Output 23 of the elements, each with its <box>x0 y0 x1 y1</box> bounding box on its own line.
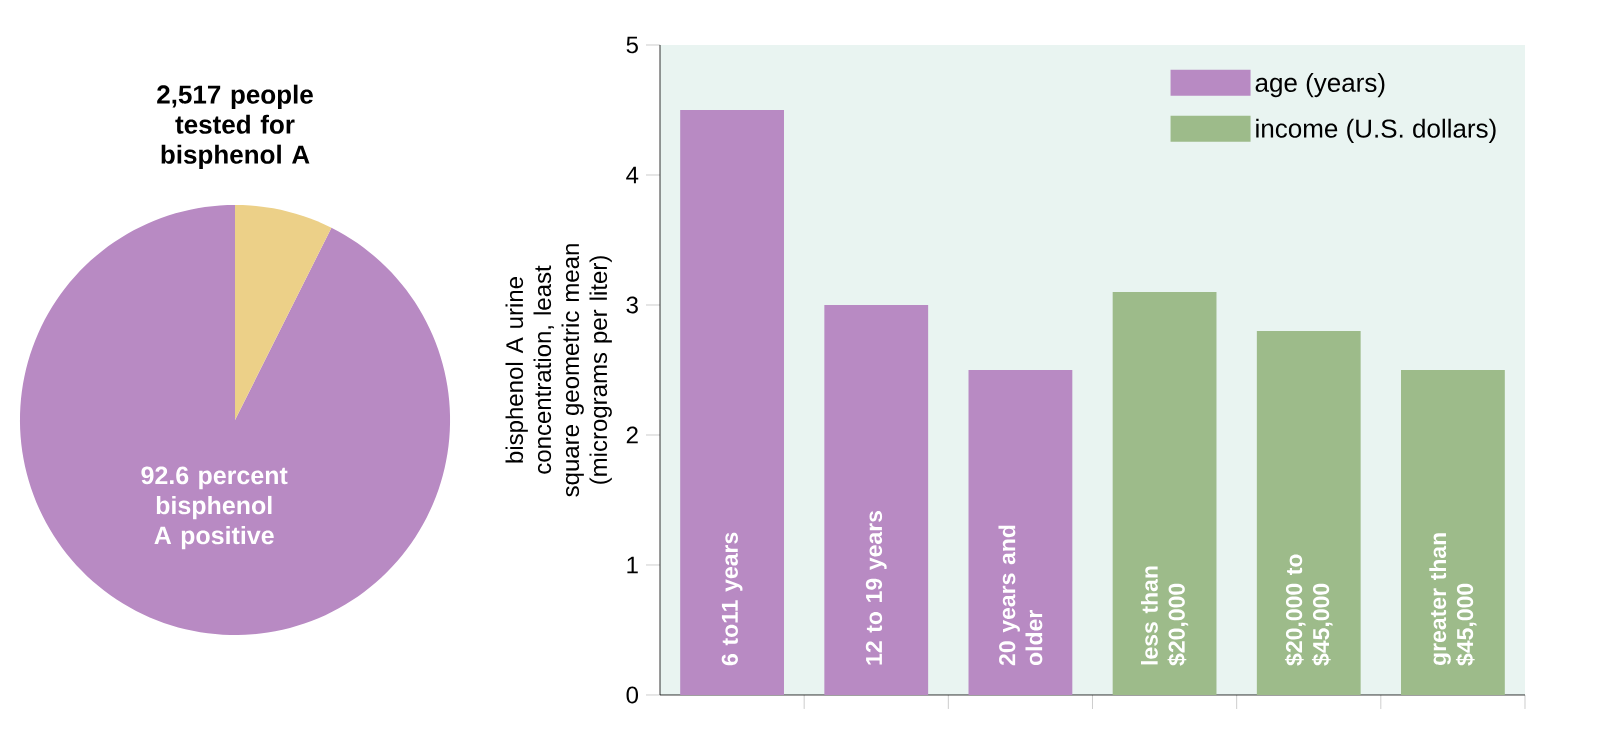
y-tick-label: 2 <box>626 426 638 444</box>
bar <box>968 369 1073 695</box>
y-tick-label: 0 <box>626 686 639 704</box>
y-tick-label: 5 <box>626 36 638 54</box>
bar <box>1256 330 1361 695</box>
chart-title: 2,517 people tested for bisphenol A <box>157 84 313 169</box>
y-axis-title: bisphenol A urine concentration, least square geometric mean (micrograms per liter) <box>505 244 612 497</box>
bar <box>1401 369 1505 695</box>
x-tick-label: 6 to11 years <box>721 532 743 666</box>
x-tick-label: $20,000 to $45,000 <box>1284 554 1333 666</box>
y-tick-label: 4 <box>626 166 639 184</box>
legend-label: income (U.S. dollars) <box>1256 118 1496 143</box>
y-tick-label: 1 <box>627 556 638 574</box>
bar <box>824 304 929 695</box>
slice-label: 92.6 percent bisphenol A positive <box>141 466 288 550</box>
x-tick-label: 12 to 19 years <box>865 510 887 665</box>
x-tick-label: greater than $45,000 <box>1429 533 1477 666</box>
bar <box>680 109 784 695</box>
bar <box>1112 291 1217 695</box>
legend-label: age (years) <box>1255 72 1385 98</box>
x-tick-label: less than $20,000 <box>1140 566 1189 666</box>
y-tick-label: 3 <box>626 296 638 314</box>
x-tick-label: 20 years and older <box>998 525 1043 666</box>
